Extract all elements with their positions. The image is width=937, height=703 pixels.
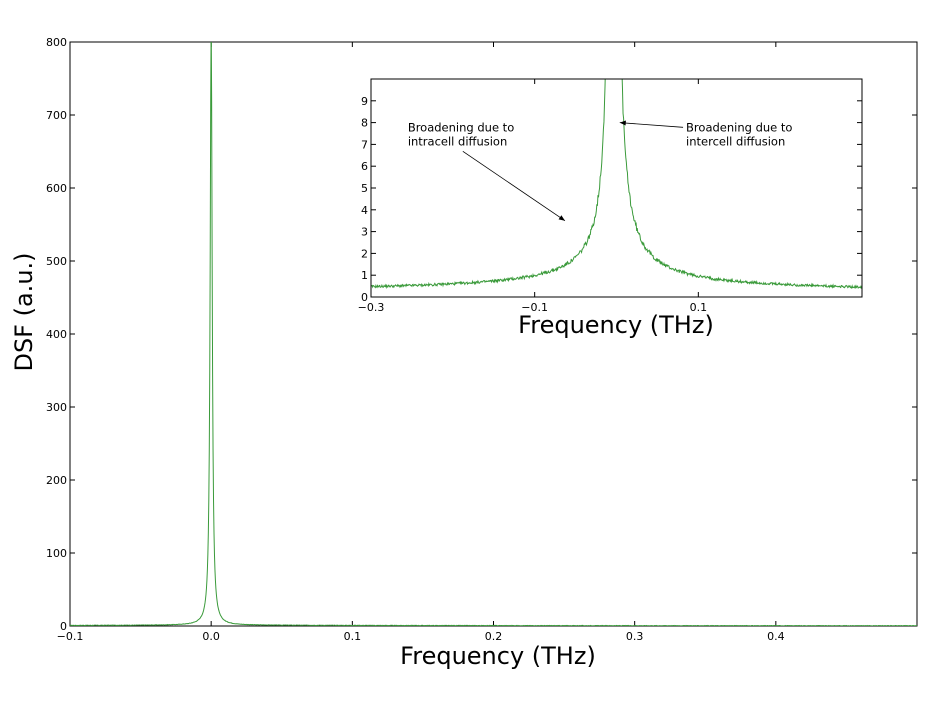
main-x-tick-label: 0.3 <box>626 630 644 643</box>
annotation-text-line: Broadening due to <box>686 120 792 134</box>
inset-x-axis-label: Frequency (THz) <box>518 311 714 339</box>
inset-plot-frame <box>370 78 863 298</box>
main-x-tick-label: 0.4 <box>767 630 785 643</box>
inset-y-tick-label: 2 <box>361 247 368 260</box>
main-y-tick-label: 700 <box>46 109 67 122</box>
annotation-arrow <box>619 122 684 128</box>
main-x-axis-label: Frequency (THz) <box>400 642 596 670</box>
inset-chart: −0.3 −0.1 0.1 0 1 2 3 4 5 6 7 8 9 Broadening due to… <box>358 78 863 339</box>
inset-y-tick-label: 7 <box>361 138 368 151</box>
inset-y-tick-label: 5 <box>361 182 368 195</box>
inset-y-tick-label: 1 <box>361 269 368 282</box>
inset-y-tick-label: 0 <box>361 291 368 304</box>
main-x-tick-label: −0.1 <box>57 630 84 643</box>
annotation-text-line: Broadening due to <box>408 120 514 134</box>
inset-x-ticks: −0.3 −0.1 0.1 <box>358 79 707 314</box>
main-x-tick-label: 0.2 <box>485 630 503 643</box>
main-y-tick-label: 400 <box>46 328 67 341</box>
inset-y-tick-label: 8 <box>361 117 368 130</box>
inset-x-tick-label: 0.1 <box>690 301 708 314</box>
main-x-tick-label: 0.1 <box>344 630 362 643</box>
annotation-text-line: intercell diffusion <box>686 134 785 148</box>
main-chart: −0.1 0.0 0.1 0.2 0.3 0.4 0 100 200 300 400 500 600 7… <box>10 36 918 670</box>
main-y-tick-label: 500 <box>46 255 67 268</box>
inset-y-tick-label: 3 <box>361 226 368 239</box>
annotation-arrowhead <box>558 215 565 221</box>
inset-x-tick-label: −0.1 <box>521 301 548 314</box>
annotation-text-line: intracell diffusion <box>408 134 507 148</box>
main-series-line <box>70 42 917 626</box>
main-y-tick-label: 200 <box>46 474 67 487</box>
inset-y-tick-label: 4 <box>361 204 368 217</box>
annotation-arrow <box>462 150 566 222</box>
main-y-tick-label: 100 <box>46 547 67 560</box>
inset-y-tick-label: 9 <box>361 95 368 108</box>
annotation-arrowhead <box>619 120 626 126</box>
main-y-tick-label: 300 <box>46 401 67 414</box>
inset-x-tick-label: −0.3 <box>358 301 385 314</box>
inset-series-line <box>371 79 862 290</box>
inset-y-tick-label: 6 <box>361 160 368 173</box>
inset-background <box>371 79 862 297</box>
main-y-tick-label: 0 <box>60 620 67 633</box>
main-y-ticks: 0 100 200 300 400 500 600 700 800 <box>46 36 917 633</box>
main-y-axis-label: DSF (a.u.) <box>10 252 38 371</box>
main-y-tick-label: 800 <box>46 36 67 49</box>
main-x-tick-label: 0.0 <box>202 630 220 643</box>
main-y-tick-label: 600 <box>46 182 67 195</box>
